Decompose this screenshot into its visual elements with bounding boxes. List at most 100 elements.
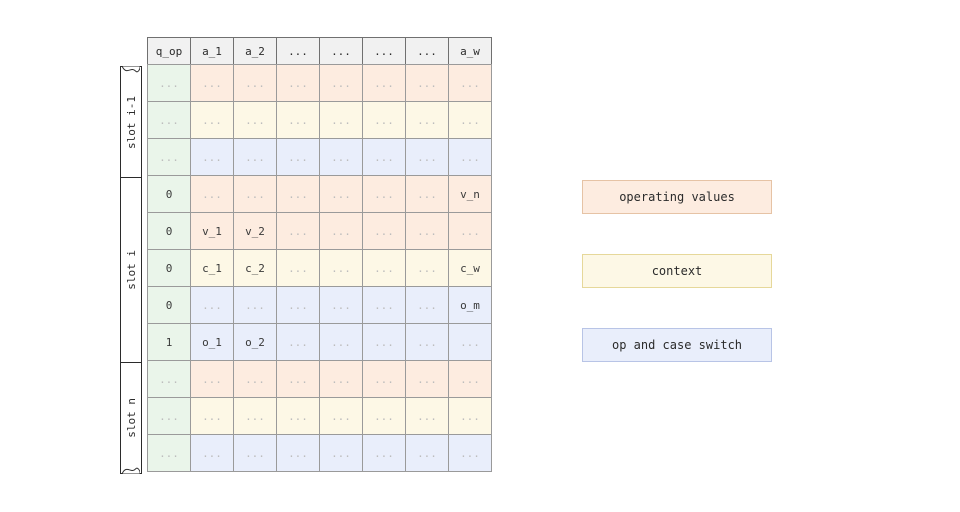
header-col: ...	[362, 37, 406, 65]
header-col: a_2	[233, 37, 277, 65]
data-cell: ...	[405, 212, 449, 250]
data-cell: o_m	[448, 286, 492, 324]
data-cell: ...	[362, 101, 406, 139]
data-cell: ...	[362, 434, 406, 472]
tear-icon	[122, 464, 140, 474]
tear-icon	[122, 66, 140, 76]
data-cell: ...	[448, 138, 492, 176]
table-row: ........................	[148, 139, 492, 176]
data-cell: ...	[319, 286, 363, 324]
data-cell: ...	[276, 323, 320, 361]
data-cell: ...	[190, 64, 234, 102]
data-cell: ...	[319, 212, 363, 250]
data-cell: ...	[190, 286, 234, 324]
data-cell: ...	[448, 397, 492, 435]
data-cell: ...	[362, 175, 406, 213]
data-cell: ...	[405, 323, 449, 361]
data-cell: ...	[405, 138, 449, 176]
data-cell: ...	[405, 434, 449, 472]
data-cell: ...	[190, 397, 234, 435]
data-cell: ...	[362, 397, 406, 435]
legend-item: context	[582, 254, 772, 288]
qop-cell: ...	[147, 434, 191, 472]
group-label: slot i	[120, 177, 142, 363]
qop-cell: 0	[147, 286, 191, 324]
data-cell: o_1	[190, 323, 234, 361]
data-cell: ...	[448, 360, 492, 398]
header-col: ...	[319, 37, 363, 65]
data-cell: ...	[276, 101, 320, 139]
data-cell: ...	[233, 64, 277, 102]
data-cell: ...	[190, 360, 234, 398]
data-cell: ...	[190, 138, 234, 176]
data-cell: ...	[362, 286, 406, 324]
table-row: 0..................v_n	[148, 176, 492, 213]
data-cell: ...	[233, 360, 277, 398]
data-cell: ...	[276, 175, 320, 213]
row-label-spacer	[120, 38, 142, 66]
data-cell: ...	[319, 249, 363, 287]
data-cell: ...	[319, 138, 363, 176]
data-cell: ...	[319, 434, 363, 472]
data-cell: ...	[405, 101, 449, 139]
data-cell: ...	[448, 434, 492, 472]
data-cell: ...	[362, 249, 406, 287]
header-col: a_w	[448, 37, 492, 65]
data-cell: ...	[319, 323, 363, 361]
data-cell: v_1	[190, 212, 234, 250]
data-cell: ...	[276, 212, 320, 250]
data-cell: v_n	[448, 175, 492, 213]
data-cell: o_2	[233, 323, 277, 361]
header-qop: q_op	[147, 37, 191, 65]
data-cell: ...	[448, 101, 492, 139]
table-row: 0v_1v_2...............	[148, 213, 492, 250]
data-cell: ...	[362, 360, 406, 398]
table-row: ........................	[148, 102, 492, 139]
table-row: 0..................o_m	[148, 287, 492, 324]
data-cell: ...	[448, 212, 492, 250]
data-cell: ...	[405, 175, 449, 213]
data-cell: ...	[233, 397, 277, 435]
data-cell: ...	[319, 64, 363, 102]
data-cell: ...	[362, 323, 406, 361]
data-cell: ...	[319, 360, 363, 398]
data-cell: ...	[405, 64, 449, 102]
data-cell: ...	[276, 64, 320, 102]
data-cell: ...	[448, 323, 492, 361]
legend-item: op and case switch	[582, 328, 772, 362]
data-cell: ...	[362, 138, 406, 176]
data-cell: ...	[362, 64, 406, 102]
data-cell: ...	[233, 175, 277, 213]
data-cell: ...	[276, 138, 320, 176]
legend-item: operating values	[582, 180, 772, 214]
header-col: ...	[405, 37, 449, 65]
data-cell: ...	[405, 249, 449, 287]
qop-cell: ...	[147, 101, 191, 139]
data-cell: ...	[405, 397, 449, 435]
data-cell: ...	[233, 286, 277, 324]
data-cell: ...	[233, 138, 277, 176]
table-row: ........................	[148, 361, 492, 398]
group-label-text: slot i-1	[125, 96, 138, 149]
data-cell: ...	[190, 175, 234, 213]
data-cell: ...	[233, 101, 277, 139]
qop-cell: 0	[147, 175, 191, 213]
slot-diagram: slot i-1slot islot n q_opa_1a_2.........…	[120, 38, 492, 474]
table-row: 0c_1c_2............c_w	[148, 250, 492, 287]
qop-cell: ...	[147, 397, 191, 435]
data-cell: ...	[276, 397, 320, 435]
data-cell: ...	[319, 175, 363, 213]
table-row: 1o_1o_2...............	[148, 324, 492, 361]
data-cell: ...	[276, 434, 320, 472]
data-cell: ...	[405, 360, 449, 398]
data-cell: ...	[405, 286, 449, 324]
table-row: ........................	[148, 398, 492, 435]
data-cell: ...	[276, 249, 320, 287]
data-cell: ...	[190, 434, 234, 472]
qop-cell: ...	[147, 64, 191, 102]
data-cell: ...	[190, 101, 234, 139]
data-cell: ...	[233, 434, 277, 472]
grid: q_opa_1a_2............ a_w...............…	[148, 38, 492, 472]
header-col: a_1	[190, 37, 234, 65]
data-cell: ...	[362, 212, 406, 250]
